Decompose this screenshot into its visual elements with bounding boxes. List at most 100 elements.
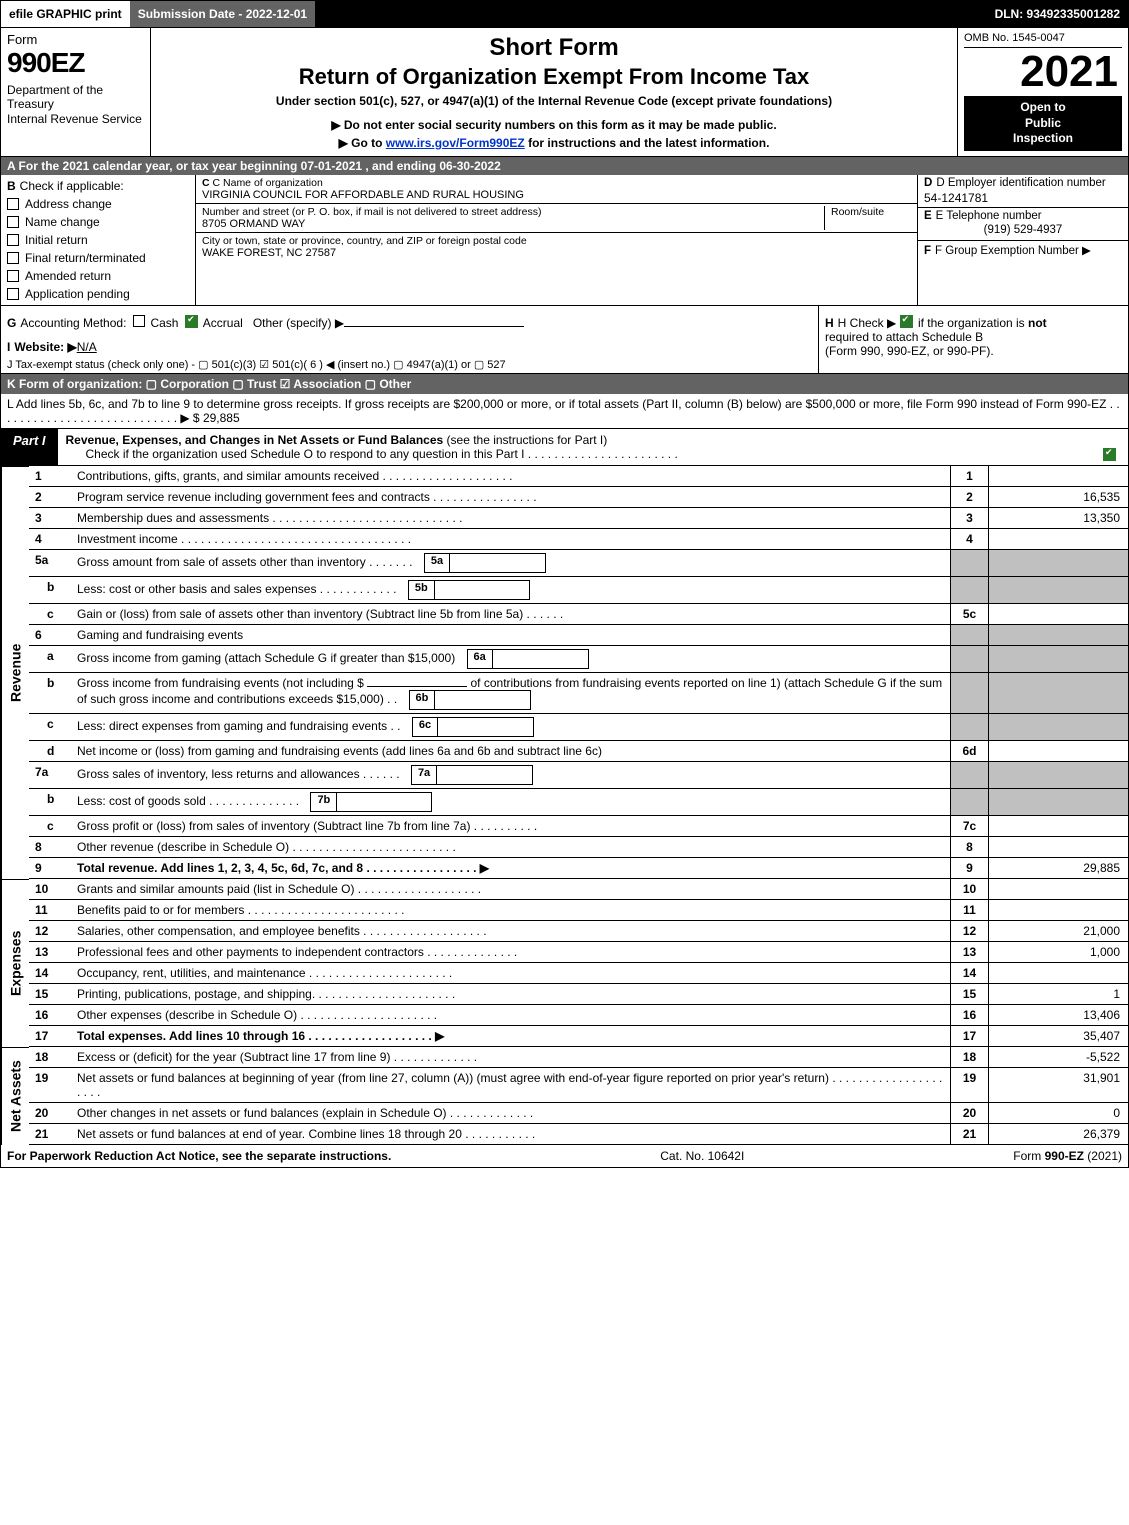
line-7c-desc: Gross profit or (loss) from sales of inv… — [71, 816, 950, 837]
line-7b-subval[interactable] — [337, 793, 431, 811]
line-6a-desc: Gross income from gaming (attach Schedul… — [71, 646, 950, 673]
letter-b: B — [7, 179, 16, 193]
checkbox-icon[interactable] — [7, 216, 19, 228]
line-3-val: 13,350 — [988, 508, 1128, 529]
line-11-num: 11 — [29, 900, 71, 921]
part1-check-line: Check if the organization used Schedule … — [86, 447, 678, 461]
h-text2: if the organization is — [918, 316, 1028, 330]
line-7b-subbox: 7b — [310, 792, 432, 812]
line-13-num: 13 — [29, 942, 71, 963]
line-6c-num: c — [29, 714, 71, 741]
open-to-label: Open to — [964, 100, 1122, 116]
part1-header: Part I Revenue, Expenses, and Changes in… — [0, 429, 1129, 466]
checkbox-checked-icon[interactable] — [185, 315, 198, 328]
line-5c-ref: 5c — [950, 604, 988, 625]
chk-application-pending[interactable]: Application pending — [7, 285, 189, 303]
form-number: 990EZ — [7, 47, 144, 79]
chk-label-name: Name change — [25, 213, 100, 231]
part1-tab: Part I — [1, 429, 58, 465]
do-not-enter-ssn: ▶ Do not enter social security numbers o… — [157, 118, 951, 132]
line-5b-subval[interactable] — [435, 581, 529, 599]
line-6b-text1: Gross income from fundraising events (no… — [77, 676, 364, 690]
checkbox-checked-icon[interactable] — [900, 315, 913, 328]
goto-suffix: for instructions and the latest informat… — [525, 136, 770, 150]
line-7b-sublabel: 7b — [311, 793, 337, 811]
line-6d-val — [988, 741, 1128, 762]
line-20-ref: 20 — [950, 1103, 988, 1124]
ein-value: 54-1241781 — [924, 189, 1122, 205]
revenue-section-label: Revenue — [1, 466, 29, 879]
h-not: not — [1028, 316, 1047, 330]
chk-amended-return[interactable]: Amended return — [7, 267, 189, 285]
checkbox-icon[interactable] — [7, 270, 19, 282]
line-5b-desc: Less: cost or other basis and sales expe… — [71, 577, 950, 604]
accounting-method-label: Accounting Method: — [20, 316, 126, 330]
chk-label-final: Final return/terminated — [25, 249, 146, 267]
line-21-val: 26,379 — [988, 1124, 1128, 1145]
part1-title-bold: Revenue, Expenses, and Changes in Net As… — [66, 433, 444, 447]
line-9-desc: Total revenue. Add lines 1, 2, 3, 4, 5c,… — [71, 858, 950, 879]
top-bar-spacer — [315, 1, 986, 27]
checkbox-icon[interactable] — [7, 252, 19, 264]
checkbox-checked-icon[interactable] — [1103, 448, 1116, 461]
line-15-ref: 15 — [950, 984, 988, 1005]
line-7b-ref — [950, 789, 988, 816]
line-10-desc: Grants and similar amounts paid (list in… — [71, 879, 950, 900]
line-5b-subbox: 5b — [408, 580, 530, 600]
line-5a-desc: Gross amount from sale of assets other t… — [71, 550, 950, 577]
line-6b-desc: Gross income from fundraising events (no… — [71, 673, 950, 714]
line-2-num: 2 — [29, 487, 71, 508]
goto-line: ▶ Go to www.irs.gov/Form990EZ for instru… — [157, 136, 951, 150]
line-6c-val — [988, 714, 1128, 741]
checkbox-icon[interactable] — [7, 234, 19, 246]
line-6a-subval[interactable] — [493, 650, 588, 668]
check-if-applicable-label: Check if applicable: — [20, 179, 124, 193]
expenses-section-label: Expenses — [1, 879, 29, 1047]
g-other-field[interactable] — [344, 326, 524, 327]
line-19-ref: 19 — [950, 1068, 988, 1103]
checkbox-icon[interactable] — [7, 288, 19, 300]
box-b: B Check if applicable: Address change Nam… — [1, 175, 196, 305]
dln: DLN: 93492335001282 — [987, 1, 1128, 27]
chk-address-change[interactable]: Address change — [7, 195, 189, 213]
line-1-ref: 1 — [950, 466, 988, 487]
line-21-desc: Net assets or fund balances at end of ye… — [71, 1124, 950, 1145]
line-7c-num: c — [29, 816, 71, 837]
chk-final-return[interactable]: Final return/terminated — [7, 249, 189, 267]
line-6c-subval[interactable] — [438, 718, 533, 736]
chk-name-change[interactable]: Name change — [7, 213, 189, 231]
return-of-title: Return of Organization Exempt From Incom… — [157, 64, 951, 90]
city-value: WAKE FOREST, NC 27587 — [202, 247, 911, 259]
checkbox-icon[interactable] — [133, 315, 145, 327]
line-6a-text: Gross income from gaming (attach Schedul… — [77, 651, 455, 665]
line-6b-num: b — [29, 673, 71, 714]
line-l-value: 29,885 — [203, 411, 240, 425]
line-4-num: 4 — [29, 529, 71, 550]
c-name-label: C Name of organization — [213, 177, 323, 189]
line-17-ref: 17 — [950, 1026, 988, 1047]
chk-initial-return[interactable]: Initial return — [7, 231, 189, 249]
line-6a-sublabel: 6a — [468, 650, 493, 668]
line-7a-ref — [950, 762, 988, 789]
line-a-tax-year: A For the 2021 calendar year, or tax yea… — [0, 157, 1129, 175]
line-7b-text: Less: cost of goods sold . . . . . . . .… — [77, 794, 299, 808]
checkbox-icon[interactable] — [7, 198, 19, 210]
dept-label: Department of the Treasury Internal Reve… — [7, 83, 144, 126]
line-5a-num: 5a — [29, 550, 71, 577]
line-7a-subval[interactable] — [437, 766, 532, 784]
chk-label-amended: Amended return — [25, 267, 111, 285]
irs-link[interactable]: www.irs.gov/Form990EZ — [386, 136, 525, 150]
line-5a-subval[interactable] — [450, 554, 545, 572]
line-6b-blank[interactable] — [367, 686, 467, 687]
section-bcdef: B Check if applicable: Address change Nam… — [0, 175, 1129, 306]
line-5b-text: Less: cost or other basis and sales expe… — [77, 582, 396, 596]
line-6b-subval[interactable] — [435, 691, 529, 709]
line-7a-sublabel: 7a — [412, 766, 437, 784]
section-gh: GAccounting Method: Cash Accrual Other (… — [0, 306, 1129, 374]
efile-print[interactable]: efile GRAPHIC print — [1, 1, 130, 27]
line-19-val: 31,901 — [988, 1068, 1128, 1103]
phone-value: (919) 529-4937 — [924, 222, 1122, 238]
letter-e: E — [924, 210, 932, 222]
street-label: Number and street (or P. O. box, if mail… — [202, 206, 824, 218]
line-7a-text: Gross sales of inventory, less returns a… — [77, 767, 400, 781]
